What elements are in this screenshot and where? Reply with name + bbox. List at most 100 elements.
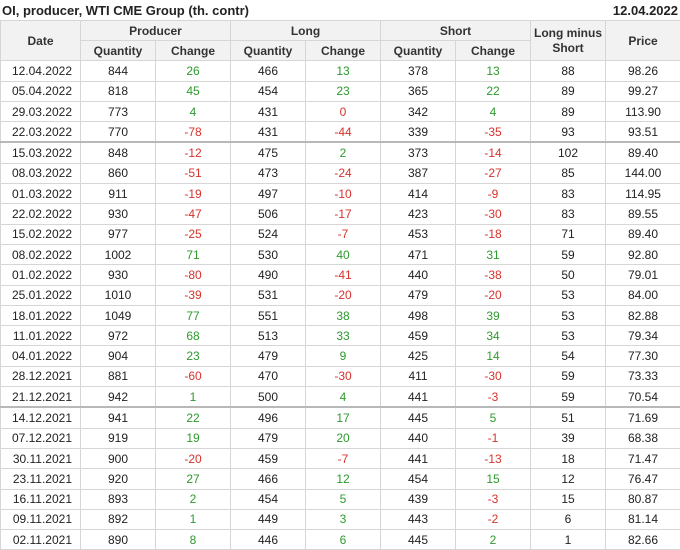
value-cell: 900 bbox=[81, 448, 156, 468]
value-cell: 54 bbox=[531, 346, 606, 366]
change-cell: -3 bbox=[456, 387, 531, 408]
value-cell: 53 bbox=[531, 305, 606, 325]
change-cell: 2 bbox=[306, 142, 381, 163]
data-table: Date Producer Long Short Long minus Shor… bbox=[0, 20, 680, 550]
value-cell: 439 bbox=[381, 489, 456, 509]
change-cell: 2 bbox=[156, 489, 231, 509]
change-cell: -14 bbox=[456, 142, 531, 163]
change-cell: -10 bbox=[306, 184, 381, 204]
value-cell: 85 bbox=[531, 163, 606, 183]
value-cell: 71.69 bbox=[606, 407, 680, 428]
value-cell: 470 bbox=[231, 366, 306, 386]
value-cell: 475 bbox=[231, 142, 306, 163]
value-cell: 89.40 bbox=[606, 142, 680, 163]
change-cell: 23 bbox=[156, 346, 231, 366]
change-cell: -19 bbox=[156, 184, 231, 204]
change-cell: 2 bbox=[456, 530, 531, 550]
change-cell: -24 bbox=[306, 163, 381, 183]
value-cell: 365 bbox=[381, 81, 456, 101]
value-cell: 459 bbox=[231, 448, 306, 468]
date-cell: 22.02.2022 bbox=[1, 204, 81, 224]
value-cell: 113.90 bbox=[606, 101, 680, 121]
value-cell: 443 bbox=[381, 509, 456, 529]
value-cell: 339 bbox=[381, 122, 456, 143]
value-cell: 890 bbox=[81, 530, 156, 550]
value-cell: 12 bbox=[531, 469, 606, 489]
change-cell: -20 bbox=[156, 448, 231, 468]
change-cell: 77 bbox=[156, 305, 231, 325]
value-cell: 144.00 bbox=[606, 163, 680, 183]
change-cell: 38 bbox=[306, 305, 381, 325]
value-cell: 102 bbox=[531, 142, 606, 163]
change-cell: 23 bbox=[306, 81, 381, 101]
value-cell: 860 bbox=[81, 163, 156, 183]
value-cell: 818 bbox=[81, 81, 156, 101]
change-cell: -3 bbox=[456, 489, 531, 509]
date-cell: 02.11.2021 bbox=[1, 530, 81, 550]
change-cell: 40 bbox=[306, 244, 381, 264]
change-cell: -7 bbox=[306, 448, 381, 468]
value-cell: 71.47 bbox=[606, 448, 680, 468]
value-cell: 1010 bbox=[81, 285, 156, 305]
value-cell: 53 bbox=[531, 285, 606, 305]
change-cell: 13 bbox=[456, 61, 531, 81]
column-header: Long bbox=[231, 21, 381, 41]
change-cell: -20 bbox=[456, 285, 531, 305]
value-cell: 441 bbox=[381, 387, 456, 408]
value-cell: 92.80 bbox=[606, 244, 680, 264]
value-cell: 530 bbox=[231, 244, 306, 264]
change-cell: -2 bbox=[456, 509, 531, 529]
report-date: 12.04.2022 bbox=[613, 3, 678, 18]
value-cell: 53 bbox=[531, 326, 606, 346]
change-cell: -7 bbox=[306, 224, 381, 244]
date-cell: 11.01.2022 bbox=[1, 326, 81, 346]
value-cell: 83 bbox=[531, 204, 606, 224]
value-cell: 454 bbox=[231, 81, 306, 101]
value-cell: 82.88 bbox=[606, 305, 680, 325]
value-cell: 941 bbox=[81, 407, 156, 428]
value-cell: 440 bbox=[381, 265, 456, 285]
change-cell: 6 bbox=[306, 530, 381, 550]
value-cell: 59 bbox=[531, 366, 606, 386]
date-cell: 08.03.2022 bbox=[1, 163, 81, 183]
change-cell: -25 bbox=[156, 224, 231, 244]
value-cell: 373 bbox=[381, 142, 456, 163]
change-cell: 12 bbox=[306, 469, 381, 489]
value-cell: 89 bbox=[531, 101, 606, 121]
value-cell: 93.51 bbox=[606, 122, 680, 143]
change-cell: -39 bbox=[156, 285, 231, 305]
date-cell: 04.01.2022 bbox=[1, 346, 81, 366]
change-cell: 45 bbox=[156, 81, 231, 101]
title-bar: OI, producer, WTI CME Group (th. contr) … bbox=[0, 0, 680, 20]
value-cell: 99.27 bbox=[606, 81, 680, 101]
change-cell: -80 bbox=[156, 265, 231, 285]
value-cell: 479 bbox=[381, 285, 456, 305]
date-cell: 15.03.2022 bbox=[1, 142, 81, 163]
value-cell: 80.87 bbox=[606, 489, 680, 509]
value-cell: 59 bbox=[531, 244, 606, 264]
value-cell: 81.14 bbox=[606, 509, 680, 529]
change-cell: -41 bbox=[306, 265, 381, 285]
date-cell: 12.04.2022 bbox=[1, 61, 81, 81]
change-cell: -44 bbox=[306, 122, 381, 143]
value-cell: 71 bbox=[531, 224, 606, 244]
value-cell: 83 bbox=[531, 184, 606, 204]
change-cell: -51 bbox=[156, 163, 231, 183]
value-cell: 942 bbox=[81, 387, 156, 408]
value-cell: 490 bbox=[231, 265, 306, 285]
change-cell: -35 bbox=[456, 122, 531, 143]
date-cell: 28.12.2021 bbox=[1, 366, 81, 386]
value-cell: 459 bbox=[381, 326, 456, 346]
